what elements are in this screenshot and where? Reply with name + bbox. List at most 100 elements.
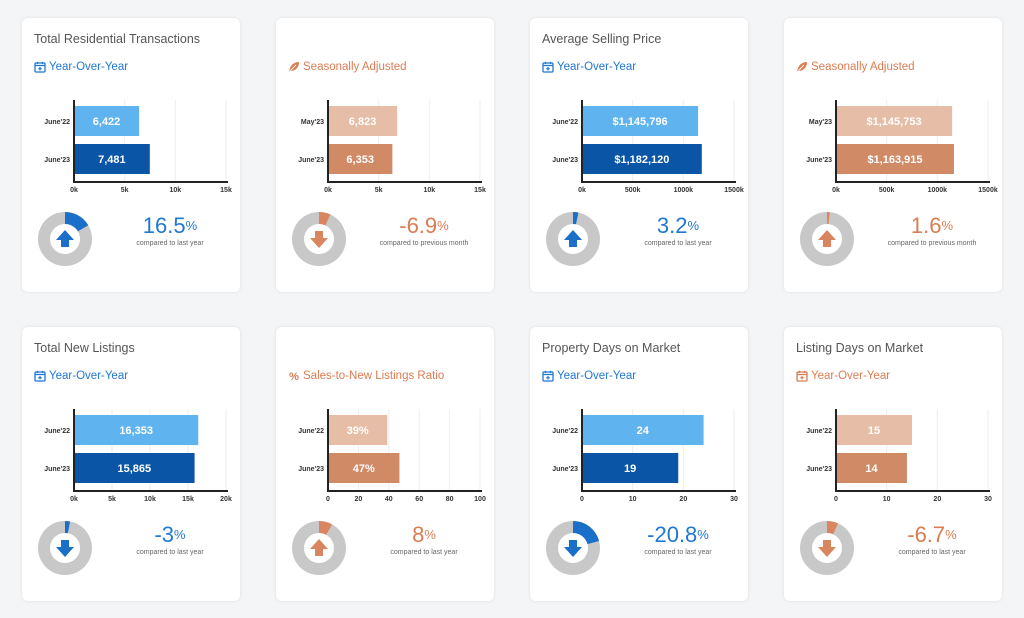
percent-change: 8% [362,523,486,547]
x-tick-label: 0k [324,187,332,194]
card-title: Total Residential Transactions [34,32,201,46]
card-subtitle-label: Seasonally Adjusted [303,61,407,73]
percent-sign: % [697,527,709,542]
x-tick-label: 500k [879,187,895,194]
x-tick-label: 10 [629,496,637,503]
card-subtitle[interactable]: Year-Over-Year [542,370,636,382]
x-tick-label: 15k [474,187,486,194]
x-tick-label: 30 [730,496,738,503]
calendar-icon [34,370,46,382]
x-tick-label: 30 [984,496,992,503]
percent-change: 16.5% [108,214,232,238]
compare-caption: compared to last year [644,240,712,247]
x-tick-label: 15k [182,496,194,503]
x-tick-label: 1500k [724,187,744,194]
metric-card: % Sales-to-New Listings Ratio June'22 39% Ju… [276,327,494,601]
change-donut [546,212,600,266]
card-subtitle[interactable]: Seasonally Adjusted [288,61,407,73]
bar [328,415,388,445]
x-tick-label: 0k [70,187,78,194]
bar-chart: June'22 16,353 June'23 15,865 0k 5k 10k 15k 20k [44,409,232,503]
bar-category-label: June'23 [298,466,324,473]
percent-change: -6.9% [362,214,486,238]
compare-caption: compared to previous month [379,240,469,247]
percent-change: -20.8% [616,523,740,547]
arrow-down-icon [310,231,328,248]
metric-card: Total Residential Transactions Year-Over-… [22,18,240,292]
card-subtitle-label: Year-Over-Year [49,61,129,73]
bar-value-label: 6,353 [346,154,374,166]
x-tick-label: 10k [144,496,156,503]
bar-chart: June'22 24 June'23 19 0 10 20 30 [552,409,738,503]
x-tick-label: 20 [355,496,363,503]
card-subtitle[interactable]: Seasonally Adjusted [796,61,915,73]
change-donut [292,521,346,575]
bar [582,453,679,483]
bar [836,106,953,136]
bar-chart: June'22 $1,145,796 June'23 $1,182,120 0k 500k… [552,100,744,194]
percent-sign: % [941,218,954,233]
x-tick-label: 10 [883,496,891,503]
bar [836,415,912,445]
bar-chart: May'23 6,823 June'23 6,353 0k 5k 10k 15k [298,100,486,194]
bar-category-label: June'22 [552,119,578,126]
percent-value: -6.9 [399,213,438,238]
arrow-up-icon [564,230,582,247]
bar-category-label: June'23 [552,466,578,473]
card-subtitle[interactable]: % Sales-to-New Listings Ratio [288,370,444,383]
bar-value-label: 6,422 [93,116,121,128]
card-subtitle-label: Year-Over-Year [557,61,637,73]
leaf-icon [796,61,808,73]
x-tick-label: 10k [423,187,435,194]
x-tick-label: 0 [326,496,330,503]
x-tick-label: 80 [446,496,454,503]
x-tick-label: 1500k [978,187,998,194]
bar-chart: May'23 $1,145,753 June'23 $1,163,915 0k 500k 1… [806,100,998,194]
percent-sign: % [185,218,198,233]
percent-change: 1.6% [870,214,994,238]
compare-caption: compared to last year [390,549,458,556]
bar-chart: June'22 15 June'23 14 0 10 20 30 [806,409,992,503]
card-subtitle-label: Year-Over-Year [557,370,637,382]
bar [328,144,393,174]
x-tick-label: 5k [108,496,116,503]
bar-category-label: June'22 [298,428,324,435]
metric-card: Listing Days on Market Year-Over-Year June… [784,327,1002,601]
x-tick-label: 0 [834,496,838,503]
percent-value: 1.6 [910,213,942,238]
x-tick-label: 5k [375,187,383,194]
bar [328,453,400,483]
bar-value-label: 14 [865,463,878,475]
arrow-down-icon [564,540,582,557]
percent-change: -6.7% [870,523,994,547]
svg-text:%: % [289,371,299,382]
percent-value: -6.7 [907,522,946,547]
bar-value-label: 47% [353,463,375,475]
bar-category-label: June'23 [298,157,324,164]
bar-category-label: June'23 [806,157,832,164]
x-tick-label: 100 [474,496,486,503]
arrow-up-icon [310,539,328,556]
card-subtitle[interactable]: Year-Over-Year [34,61,128,73]
x-tick-label: 1000k [928,187,948,194]
card-title: Total New Listings [34,341,135,355]
bar-category-label: June'23 [44,466,70,473]
bar-category-label: May'23 [301,119,324,126]
bar-category-label: May'23 [809,119,832,126]
bar-chart: June'22 39% June'23 47% 0 20 40 60 80 100 [298,409,486,503]
bar-category-label: June'23 [44,157,70,164]
bar [582,415,704,445]
metric-card: Property Days on Market Year-Over-Year Jun… [530,327,748,601]
calendar-icon [542,370,554,382]
x-tick-label: 500k [625,187,641,194]
metric-card: Seasonally Adjusted May'23 $1,145,753 June'… [784,18,1002,292]
card-subtitle[interactable]: Year-Over-Year [542,61,636,73]
card-subtitle[interactable]: Year-Over-Year [34,370,128,382]
percent-value: 8 [412,522,425,547]
bar-chart: June'22 6,422 June'23 7,481 0k 5k 10k 15k [44,100,232,194]
percent-value: -20.8 [647,522,698,547]
card-subtitle[interactable]: Year-Over-Year [796,370,890,382]
arrow-up-icon [56,230,74,247]
leaf-icon [288,61,300,73]
compare-caption: compared to last year [644,549,712,556]
